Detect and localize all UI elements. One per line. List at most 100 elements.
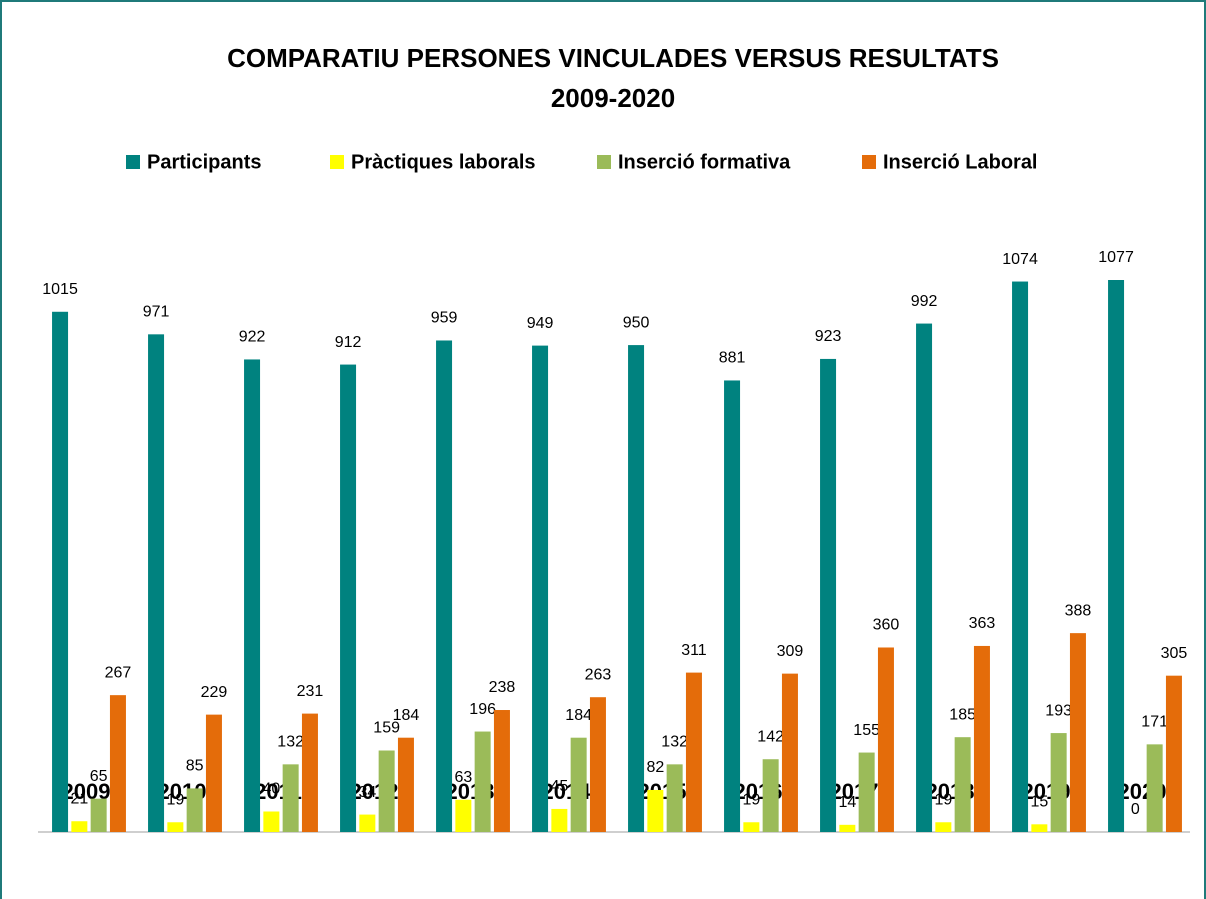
legend-swatch bbox=[126, 155, 140, 169]
bar bbox=[839, 824, 856, 832]
data-label: 14 bbox=[838, 794, 856, 811]
bar bbox=[781, 673, 798, 832]
data-label: 238 bbox=[489, 679, 516, 696]
bar bbox=[148, 334, 165, 832]
bar bbox=[973, 645, 990, 832]
data-label: 1015 bbox=[42, 281, 78, 298]
legend-swatch bbox=[862, 155, 876, 169]
data-label: 305 bbox=[1161, 645, 1188, 662]
bar bbox=[1012, 281, 1029, 832]
bar bbox=[935, 822, 952, 832]
data-label: 229 bbox=[201, 684, 228, 701]
bar bbox=[628, 345, 645, 832]
data-label: 267 bbox=[105, 664, 132, 681]
data-label: 1077 bbox=[1098, 249, 1134, 266]
legend-swatch bbox=[597, 155, 611, 169]
bar bbox=[109, 695, 126, 832]
bar bbox=[90, 798, 107, 832]
bar bbox=[1031, 824, 1048, 832]
data-label: 309 bbox=[777, 643, 804, 660]
legend-label: Inserció formativa bbox=[618, 151, 791, 173]
data-label: 992 bbox=[911, 293, 938, 310]
data-label: 82 bbox=[646, 759, 664, 776]
bar bbox=[167, 822, 184, 832]
chart-subtitle: 2009-2020 bbox=[551, 83, 675, 113]
data-label: 923 bbox=[815, 328, 842, 345]
bar bbox=[1165, 675, 1182, 832]
data-label: 881 bbox=[719, 350, 746, 367]
bar bbox=[436, 340, 453, 832]
bar bbox=[1050, 733, 1067, 832]
chart-title: COMPARATIU PERSONES VINCULADES VERSUS RE… bbox=[227, 43, 999, 73]
bar bbox=[493, 710, 510, 832]
bar bbox=[724, 380, 741, 832]
data-label: 959 bbox=[431, 310, 458, 327]
data-label: 85 bbox=[186, 758, 204, 775]
data-label: 132 bbox=[661, 734, 688, 751]
data-label: 142 bbox=[757, 728, 784, 745]
data-label: 912 bbox=[335, 334, 362, 351]
data-label: 263 bbox=[585, 666, 612, 683]
bar bbox=[877, 647, 894, 832]
bar bbox=[205, 714, 222, 832]
bar bbox=[282, 764, 299, 832]
data-label: 45 bbox=[550, 778, 568, 795]
legend-swatch bbox=[330, 155, 344, 169]
data-label: 184 bbox=[393, 707, 420, 724]
data-label: 19 bbox=[934, 791, 952, 808]
bar bbox=[397, 737, 414, 832]
data-label: 0 bbox=[1131, 801, 1140, 818]
bar bbox=[186, 788, 203, 832]
bar bbox=[1146, 744, 1163, 832]
bar bbox=[532, 345, 549, 832]
bar bbox=[570, 737, 587, 832]
data-label: 922 bbox=[239, 329, 266, 346]
data-label: 159 bbox=[373, 720, 400, 737]
data-label: 363 bbox=[969, 615, 996, 632]
bar bbox=[685, 672, 702, 832]
bar bbox=[301, 713, 318, 832]
bar bbox=[762, 759, 779, 832]
bar bbox=[666, 764, 683, 832]
bar bbox=[647, 789, 664, 832]
data-label: 360 bbox=[873, 617, 900, 634]
data-label: 34 bbox=[358, 784, 376, 801]
bar bbox=[455, 799, 472, 832]
data-label: 19 bbox=[742, 791, 760, 808]
data-label: 63 bbox=[454, 769, 472, 786]
bar bbox=[52, 311, 69, 832]
bar bbox=[916, 323, 933, 832]
data-label: 19 bbox=[166, 791, 184, 808]
legend-label: Inserció Laboral bbox=[883, 151, 1038, 173]
data-label: 388 bbox=[1065, 602, 1092, 619]
bar bbox=[820, 358, 837, 832]
bar bbox=[359, 814, 376, 832]
bar bbox=[340, 364, 357, 832]
bar bbox=[1069, 633, 1086, 832]
data-label: 196 bbox=[469, 701, 496, 718]
data-label: 155 bbox=[853, 722, 880, 739]
data-label: 185 bbox=[949, 706, 976, 723]
data-label: 21 bbox=[70, 790, 88, 807]
data-label: 231 bbox=[297, 683, 324, 700]
data-label: 171 bbox=[1141, 714, 1168, 731]
bar bbox=[743, 822, 760, 832]
data-label: 1074 bbox=[1002, 251, 1038, 268]
bar bbox=[244, 359, 261, 832]
bar bbox=[551, 808, 568, 832]
data-label: 65 bbox=[90, 768, 108, 785]
data-label: 949 bbox=[527, 315, 554, 332]
bar bbox=[1108, 280, 1125, 832]
data-label: 15 bbox=[1030, 794, 1048, 811]
bar bbox=[71, 821, 88, 832]
data-label: 311 bbox=[681, 642, 707, 659]
bar bbox=[858, 752, 875, 832]
bar bbox=[263, 811, 280, 832]
legend-label: Participants bbox=[147, 151, 261, 173]
data-label: 193 bbox=[1045, 702, 1072, 719]
bar bbox=[954, 737, 971, 832]
bar bbox=[474, 731, 491, 832]
legend-label: Pràctiques laborals bbox=[351, 151, 536, 173]
bar bbox=[378, 750, 395, 832]
